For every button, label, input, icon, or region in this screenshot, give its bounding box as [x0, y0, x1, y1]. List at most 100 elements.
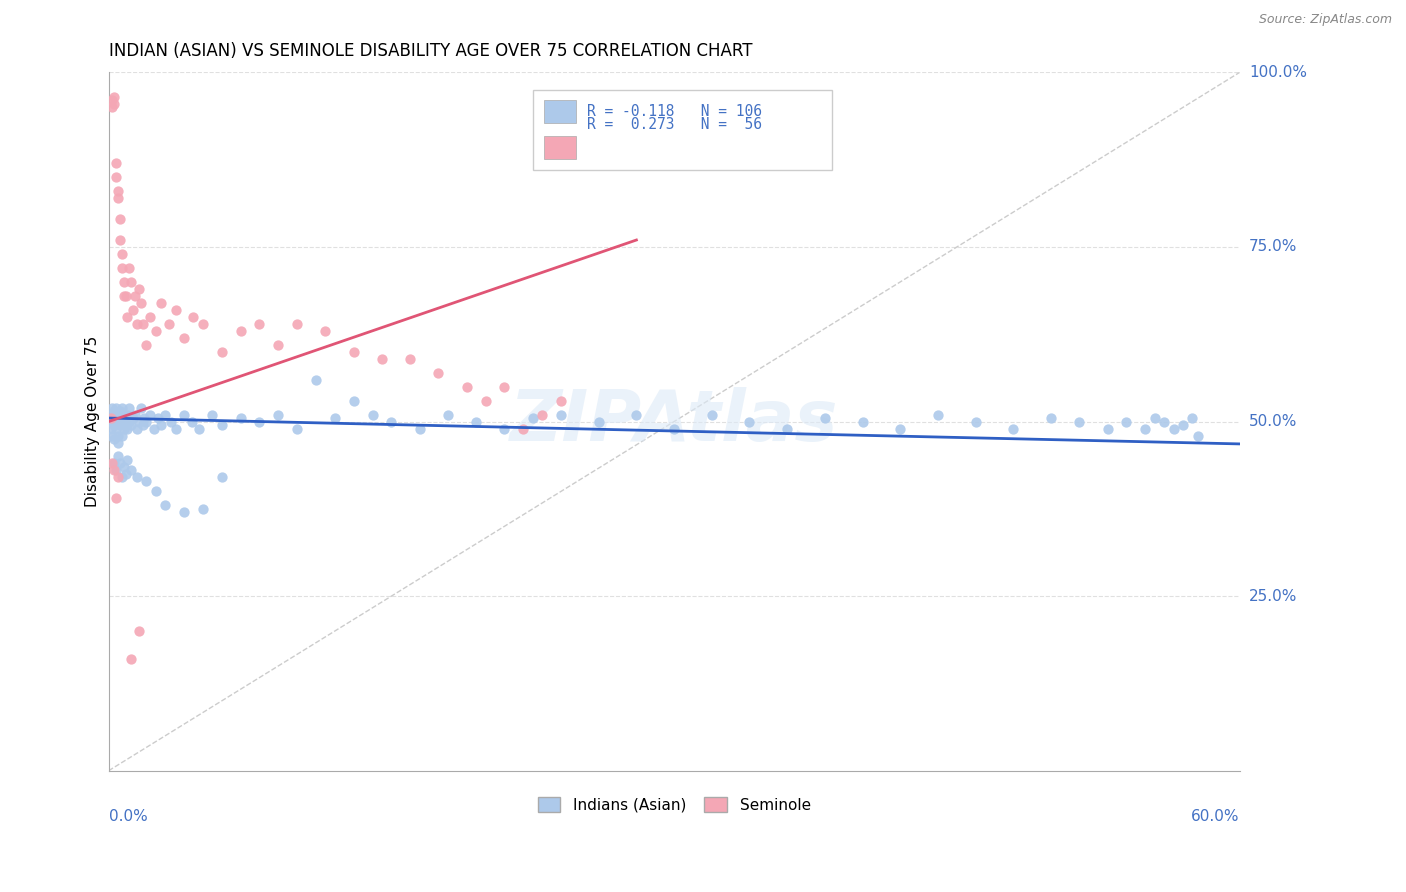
Point — [125, 421, 148, 435]
Point — [117, 421, 139, 435]
Point — [117, 408, 139, 422]
Point — [343, 393, 366, 408]
Point — [1163, 421, 1185, 435]
Text: 50.0%: 50.0% — [1249, 414, 1298, 429]
Point — [191, 317, 214, 331]
Point — [129, 401, 152, 415]
Point — [101, 457, 124, 471]
Point — [700, 408, 723, 422]
Point — [267, 337, 290, 351]
Point — [314, 324, 336, 338]
Point — [100, 408, 122, 422]
Point — [494, 379, 516, 393]
Point — [211, 470, 233, 484]
Point — [108, 233, 131, 247]
Point — [118, 415, 141, 429]
Point — [103, 90, 125, 104]
Point — [427, 366, 450, 380]
Legend: Indians (Asian), Seminole: Indians (Asian), Seminole — [531, 791, 817, 819]
Point — [550, 408, 572, 422]
Point — [211, 344, 233, 359]
Point — [1115, 415, 1137, 429]
Point — [101, 94, 124, 108]
Point — [112, 289, 135, 303]
Point — [108, 212, 131, 227]
Point — [114, 467, 136, 481]
Point — [103, 432, 125, 446]
Point — [285, 317, 308, 331]
Point — [105, 408, 128, 422]
Point — [180, 415, 202, 429]
Point — [139, 310, 162, 324]
Point — [1171, 418, 1194, 433]
Point — [124, 289, 146, 303]
Point — [112, 408, 135, 422]
Point — [211, 418, 233, 433]
Text: 75.0%: 75.0% — [1249, 239, 1298, 254]
Point — [249, 415, 271, 429]
Point — [285, 421, 308, 435]
Point — [112, 421, 135, 435]
Point — [101, 428, 124, 442]
Point — [118, 260, 141, 275]
Point — [1187, 428, 1209, 442]
Point — [494, 421, 516, 435]
Point — [105, 170, 128, 185]
Point — [157, 317, 180, 331]
Point — [101, 100, 124, 114]
Point — [111, 247, 134, 261]
Point — [108, 404, 131, 418]
Point — [112, 459, 135, 474]
Point — [103, 411, 125, 425]
Point — [105, 421, 128, 435]
Point — [111, 428, 134, 442]
Point — [1040, 411, 1063, 425]
Point — [522, 411, 544, 425]
Point — [267, 408, 290, 422]
Point — [105, 401, 128, 415]
Point — [114, 418, 136, 433]
Point — [188, 421, 211, 435]
Point — [173, 331, 195, 345]
Point — [131, 317, 153, 331]
Point — [105, 491, 128, 506]
Point — [103, 463, 125, 477]
Text: 60.0%: 60.0% — [1191, 809, 1240, 824]
Point — [229, 411, 252, 425]
Point — [139, 408, 162, 422]
Point — [114, 289, 136, 303]
Point — [135, 474, 157, 488]
Point — [550, 393, 572, 408]
Point — [117, 453, 139, 467]
Point — [343, 344, 366, 359]
Point — [125, 470, 148, 484]
Point — [399, 351, 422, 366]
Y-axis label: Disability Age Over 75: Disability Age Over 75 — [86, 336, 100, 508]
Text: ZIPAtlas: ZIPAtlas — [510, 387, 838, 456]
Point — [107, 184, 129, 198]
Point — [1143, 411, 1166, 425]
Point — [122, 302, 145, 317]
Point — [456, 379, 478, 393]
Point — [120, 463, 142, 477]
Text: 25.0%: 25.0% — [1249, 589, 1298, 604]
Text: 100.0%: 100.0% — [1249, 65, 1308, 80]
Point — [107, 435, 129, 450]
FancyBboxPatch shape — [533, 90, 832, 170]
Point — [173, 505, 195, 519]
Point — [465, 415, 488, 429]
Point — [1002, 421, 1025, 435]
Point — [135, 337, 157, 351]
Point — [101, 415, 124, 429]
Point — [108, 457, 131, 471]
Point — [111, 401, 134, 415]
Point — [128, 415, 150, 429]
Point — [776, 421, 799, 435]
Point — [107, 408, 129, 422]
Point — [124, 408, 146, 422]
Point — [111, 470, 134, 484]
Point — [134, 411, 156, 425]
Point — [183, 310, 205, 324]
Point — [112, 415, 135, 429]
Point — [107, 415, 129, 429]
